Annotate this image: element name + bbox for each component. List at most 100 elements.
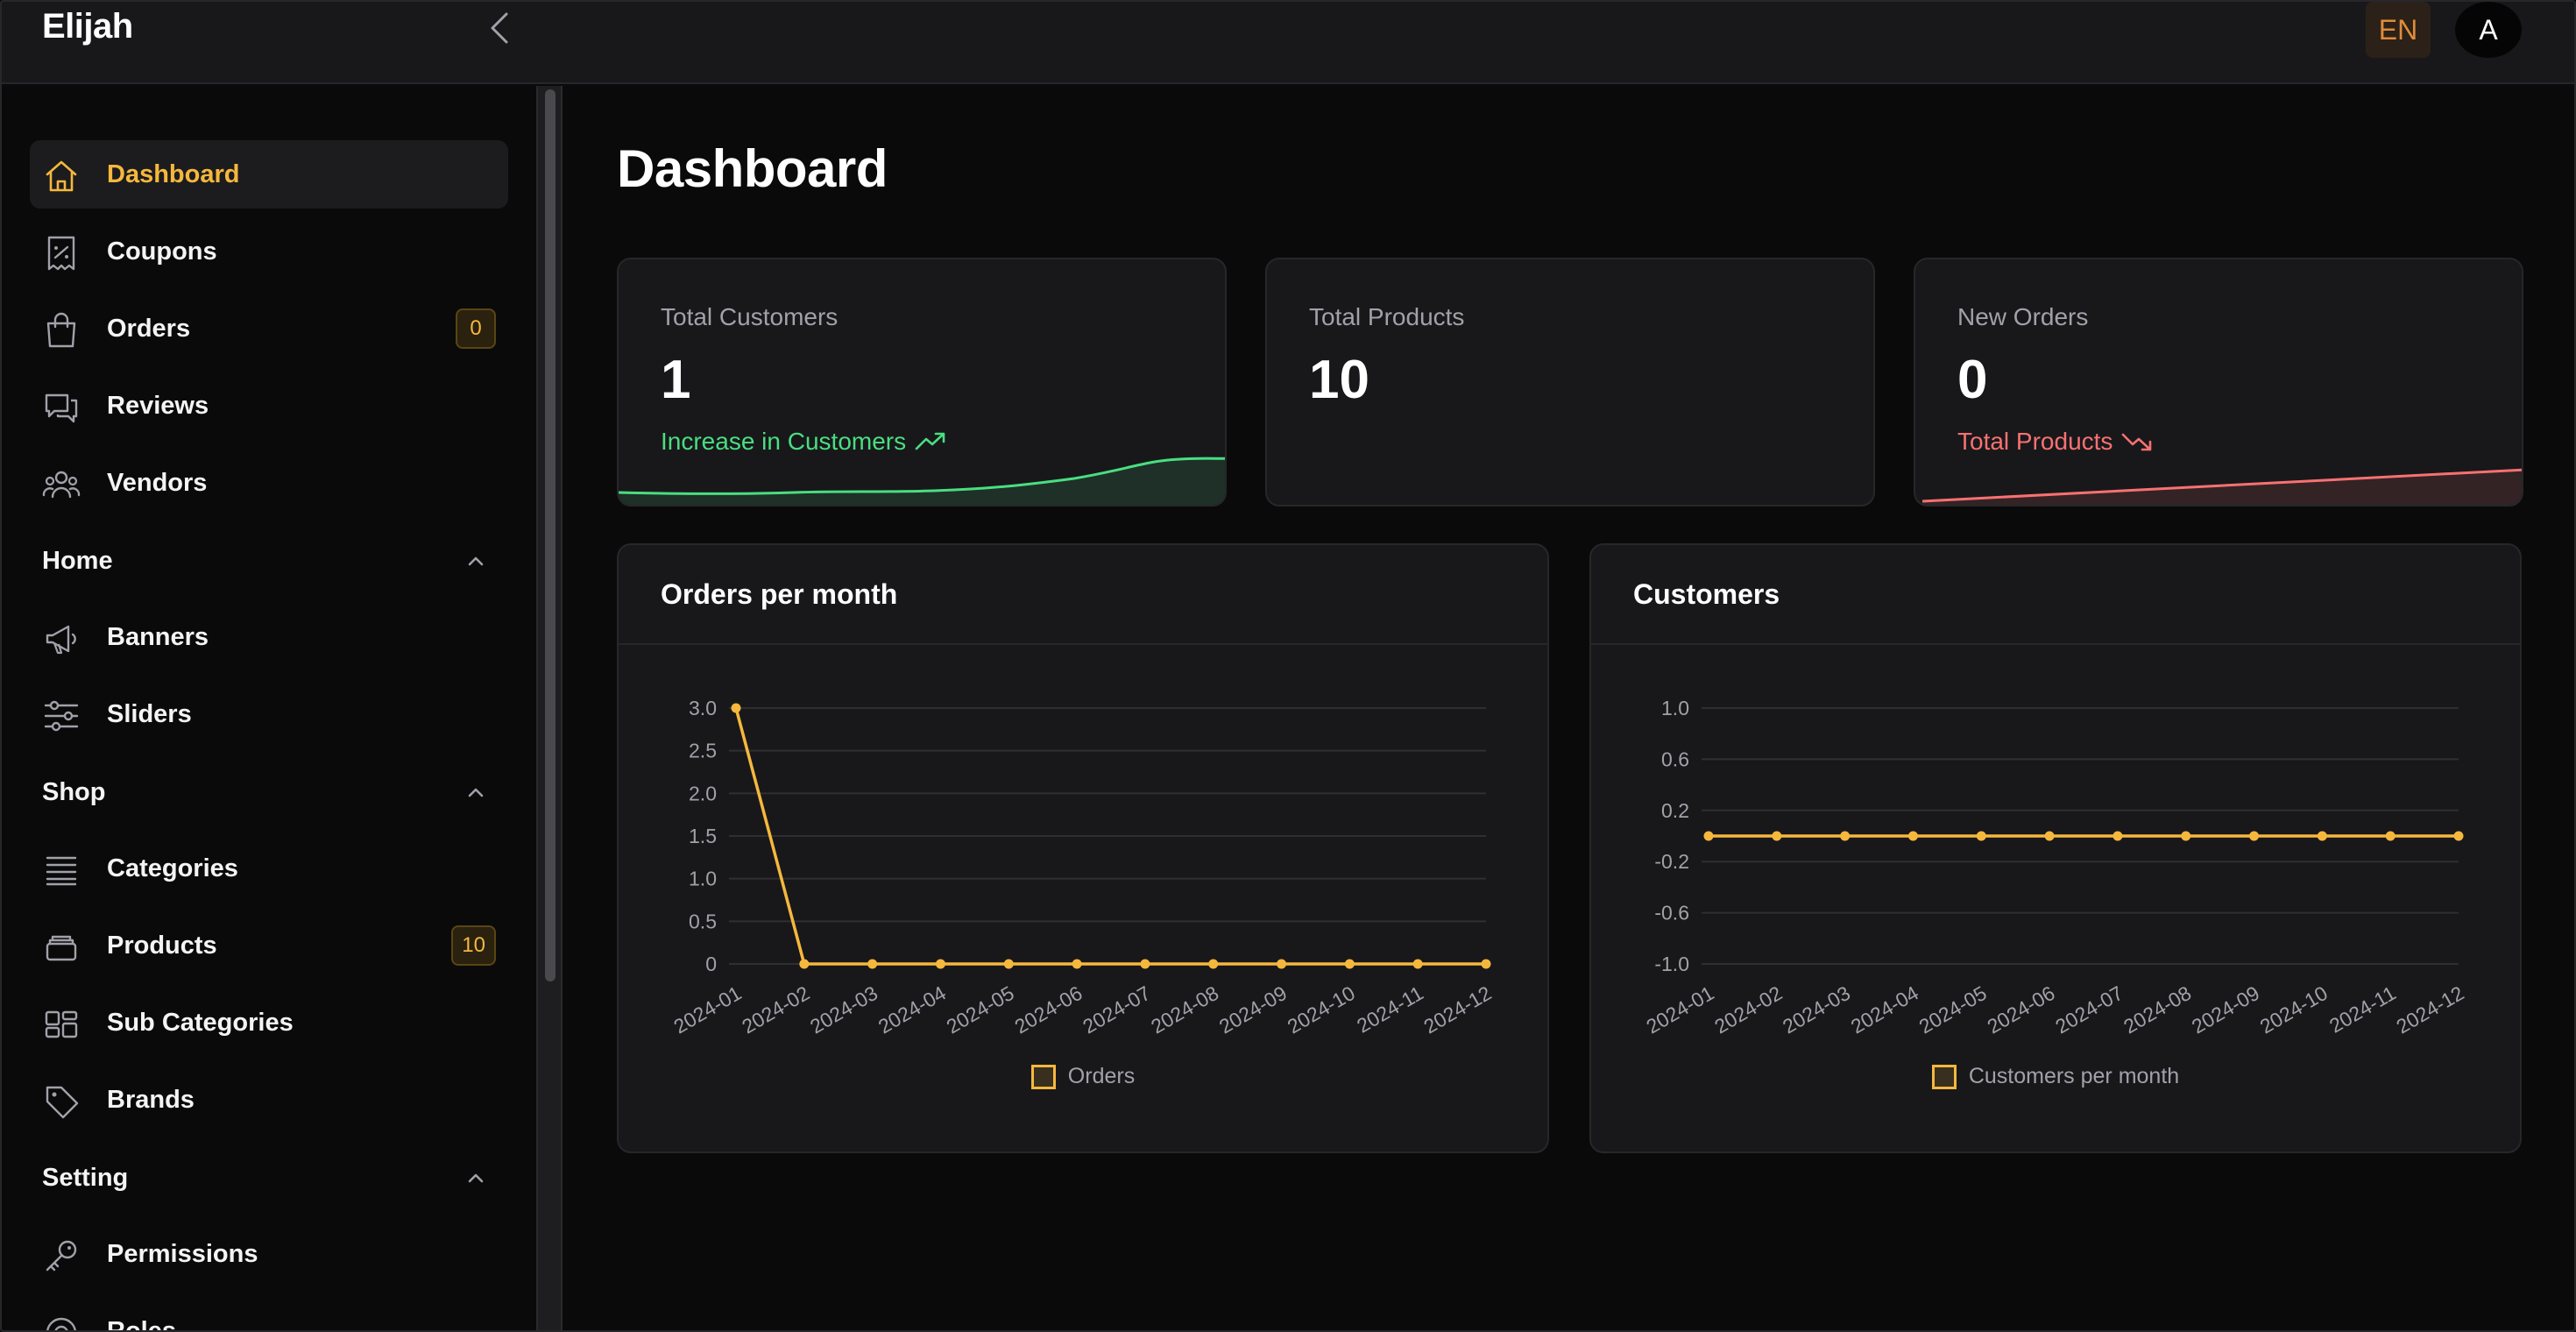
sidebar-item-label: Sub Categories	[107, 1008, 294, 1037]
x-tick-label: 2024-04	[1847, 981, 1922, 1038]
sidebar-item-dashboard[interactable]: Dashboard	[30, 140, 508, 209]
y-tick-label: 1.0	[689, 868, 717, 890]
data-point	[1907, 831, 1918, 841]
products-count-badge: 10	[451, 925, 496, 966]
data-point	[1003, 959, 1014, 969]
y-tick-label: 0.6	[1661, 747, 1689, 770]
sidebar-item-label: Products	[107, 931, 217, 960]
sidebar-scrollbar[interactable]	[536, 86, 563, 1330]
sidebar-item-label: Sliders	[107, 699, 192, 728]
data-point	[1840, 831, 1851, 841]
data-point	[2385, 831, 2396, 841]
legend-label: Orders	[1067, 1064, 1136, 1088]
sidebar-item-products[interactable]: Products 10	[30, 911, 508, 980]
customers-line-chart: 1.00.60.2-0.2-0.6-1.02024-012024-022024-…	[1642, 697, 2467, 1038]
sidebar-item-roles[interactable]: Roles	[30, 1297, 508, 1330]
sidebar-item-label: Banners	[107, 622, 209, 651]
sidebar-item-reviews[interactable]: Reviews	[30, 372, 508, 440]
trending-down-icon	[2122, 433, 2152, 451]
section-shop-label: Shop	[42, 777, 106, 806]
section-shop-toggle[interactable]: Shop	[42, 770, 489, 814]
sidebar-item-label: Categories	[107, 854, 238, 882]
grid-icon	[45, 1010, 78, 1038]
page-title: Dashboard	[617, 139, 888, 198]
sidebar-item-permissions[interactable]: Permissions	[30, 1220, 508, 1288]
users-icon	[42, 471, 81, 499]
data-point	[1703, 831, 1714, 841]
customers-sparkline	[619, 457, 1225, 505]
sidebar-scrollbar-thumb[interactable]	[545, 89, 556, 981]
y-tick-label: 1.0	[1661, 697, 1689, 719]
data-point	[2317, 831, 2327, 841]
stat-trend: Total Products	[1957, 428, 2153, 456]
sidebar-item-sliders[interactable]: Sliders	[30, 680, 508, 748]
x-tick-label: 2024-05	[1915, 981, 1991, 1038]
data-point	[935, 959, 945, 969]
sidebar-item-vendors[interactable]: Vendors	[30, 449, 508, 517]
stat-value: 10	[1309, 350, 1369, 410]
data-point	[1412, 959, 1423, 969]
x-tick-label: 2024-04	[874, 981, 950, 1038]
y-tick-label: -0.6	[1654, 902, 1689, 925]
data-point	[731, 703, 741, 713]
sidebar-item-label: Permissions	[107, 1239, 258, 1268]
x-tick-label: 2024-10	[2256, 981, 2332, 1038]
section-setting-toggle[interactable]: Setting	[42, 1156, 489, 1200]
x-tick-label: 2024-10	[1284, 981, 1359, 1038]
x-tick-label: 2024-02	[738, 981, 813, 1038]
series-line	[734, 707, 1486, 966]
orders-chart-card: Orders per month 3.0 2.5 2.0 1.5 1.0 0.5 0 2024…	[617, 543, 1549, 1153]
x-tick-label: 2024-08	[2120, 981, 2195, 1038]
brand-logo[interactable]: Elijah	[42, 7, 133, 46]
top-bar: Elijah EN A	[2, 2, 2574, 84]
x-tick-label: 2024-06	[1983, 981, 2058, 1038]
sidebar-item-label: Coupons	[107, 237, 217, 266]
orders-count-badge: 0	[456, 308, 496, 349]
sidebar-item-coupons[interactable]: Coupons	[30, 217, 508, 286]
home-icon	[46, 160, 77, 192]
section-home-toggle[interactable]: Home	[42, 539, 489, 583]
megaphone-icon	[46, 625, 76, 655]
stat-card-total-products: Total Products 10	[1265, 258, 1875, 507]
list-icon	[46, 856, 77, 886]
chevron-up-icon	[468, 788, 484, 797]
data-point	[2453, 831, 2464, 841]
language-button[interactable]: EN	[2366, 2, 2431, 58]
key-icon	[46, 1240, 77, 1272]
x-tick-label: 2024-02	[1710, 981, 1786, 1038]
data-point	[867, 959, 878, 969]
y-tick-label: 2.0	[689, 782, 717, 804]
stat-card-new-orders: New Orders 0 Total Products	[1914, 258, 2523, 507]
x-tick-label: 2024-03	[1779, 981, 1854, 1038]
collapse-sidebar-button[interactable]	[482, 11, 517, 46]
x-tick-label: 2024-11	[2325, 981, 2400, 1038]
stat-card-total-customers: Total Customers 1 Increase in Customers	[617, 258, 1227, 507]
chart-legend[interactable]: Customers per month	[1591, 1064, 2520, 1089]
sidebar-item-sub-categories[interactable]: Sub Categories	[30, 988, 508, 1057]
stat-value: 0	[1957, 350, 1988, 410]
data-point	[2181, 831, 2191, 841]
y-tick-label: 0.2	[1661, 799, 1689, 822]
y-tick-label: 0.5	[689, 910, 717, 932]
x-tick-label: 2024-06	[1010, 981, 1086, 1038]
sidebar-item-label: Dashboard	[107, 159, 240, 188]
stat-trend-label: Total Products	[1957, 428, 2113, 455]
customers-chart-card: Customers 1.0 0.6 0.2 -0.2 -0.6 -1.0 2024-01 20…	[1589, 543, 2522, 1153]
y-tick-label: -1.0	[1654, 953, 1689, 975]
data-point	[799, 959, 810, 969]
x-tick-label: 2024-12	[2392, 981, 2467, 1038]
legend-swatch	[1931, 1064, 1957, 1089]
data-point	[1208, 959, 1219, 969]
avatar[interactable]: A	[2455, 2, 2522, 58]
sidebar-item-orders[interactable]: Orders 0	[30, 294, 508, 363]
data-point	[1976, 831, 1986, 841]
sidebar-item-brands[interactable]: Brands	[30, 1066, 508, 1134]
y-tick-label: 1.5	[689, 825, 717, 847]
x-tick-label: 2024-11	[1353, 981, 1427, 1038]
sidebar-item-banners[interactable]: Banners	[30, 603, 508, 671]
chart-header: Orders per month	[619, 545, 1547, 645]
chevron-up-icon	[468, 1173, 484, 1183]
chart-legend[interactable]: Orders	[619, 1064, 1547, 1089]
sidebar-item-categories[interactable]: Categories	[30, 834, 508, 903]
sidebar-item-label: Orders	[107, 314, 191, 343]
